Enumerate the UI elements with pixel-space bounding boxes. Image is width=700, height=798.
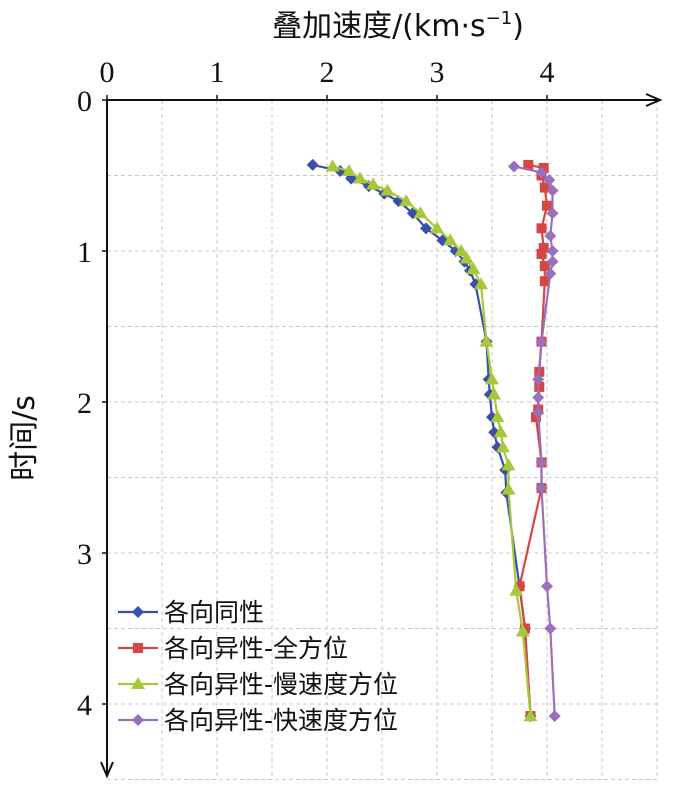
data-point — [325, 159, 340, 172]
legend-item: 各向同性 — [118, 598, 264, 627]
legend-item: 各向异性-全方位 — [118, 634, 348, 663]
data-point — [532, 391, 545, 404]
data-point — [532, 373, 545, 386]
data-point — [539, 182, 550, 193]
data-point — [380, 183, 395, 196]
series-2 — [514, 159, 552, 722]
y-tick-labels: 0 1 2 3 4 — [77, 85, 92, 722]
x-axis-arrow — [645, 93, 663, 107]
data-point — [399, 194, 414, 207]
legend-item: 各向异性-快速度方位 — [118, 706, 398, 735]
data-point — [532, 406, 545, 419]
data-point — [459, 251, 474, 264]
data-point — [523, 159, 534, 170]
data-point — [508, 160, 520, 173]
data-point — [538, 242, 549, 253]
data-point — [487, 387, 502, 400]
data-point — [546, 255, 559, 268]
data-point — [546, 184, 559, 197]
data-point — [548, 710, 561, 723]
x-tick-label: 0 — [100, 56, 115, 89]
legend-marker — [133, 643, 143, 653]
y-axis-title: 时间/s — [7, 395, 42, 481]
y-tick-label: 2 — [77, 387, 92, 420]
data-point — [536, 249, 547, 260]
series-3 — [325, 159, 538, 722]
x-tick-labels: 0 1 2 3 4 — [100, 56, 555, 89]
y-axis-arrow — [100, 761, 114, 779]
data-point — [546, 207, 559, 220]
y-tick-label: 4 — [77, 689, 92, 722]
legend-label: 各向同性 — [164, 598, 264, 627]
data-point — [366, 177, 381, 190]
legend-label: 各向异性-全方位 — [164, 634, 348, 663]
data-point — [420, 222, 432, 235]
data-point — [493, 425, 508, 438]
series-4 — [508, 160, 561, 723]
data-point — [509, 583, 524, 596]
series-line — [332, 165, 532, 717]
x-axis-title: 叠加速度/(km·s−1) — [272, 8, 524, 44]
data-point — [496, 440, 510, 453]
data-point — [485, 372, 499, 385]
data-point — [430, 221, 444, 234]
series-layer — [306, 158, 561, 723]
data-point — [543, 174, 556, 187]
data-point — [536, 223, 547, 234]
x-tick-label: 2 — [320, 56, 335, 89]
data-point — [535, 482, 548, 495]
legend-marker — [131, 677, 145, 689]
data-point — [501, 482, 516, 495]
grid — [107, 100, 658, 780]
data-point — [306, 158, 319, 171]
data-point — [535, 166, 548, 179]
data-point — [454, 244, 469, 256]
y-tick-label: 1 — [77, 236, 92, 269]
legend-item: 各向异性-慢速度方位 — [118, 670, 398, 699]
y-tick-label: 0 — [77, 85, 92, 118]
data-point — [474, 277, 488, 290]
data-point — [535, 335, 548, 348]
axes — [100, 93, 663, 779]
data-point — [539, 261, 550, 272]
y-tick-label: 3 — [77, 538, 92, 571]
legend-label: 各向异性-快速度方位 — [164, 706, 398, 735]
data-point — [443, 233, 458, 246]
data-point — [546, 245, 559, 257]
data-point — [539, 276, 550, 287]
legend-marker — [132, 606, 144, 618]
data-point — [342, 163, 356, 176]
x-tick-label: 3 — [430, 56, 445, 89]
data-point — [353, 171, 367, 184]
data-point — [544, 267, 557, 280]
data-point — [542, 200, 552, 211]
data-point — [538, 162, 549, 173]
data-point — [413, 206, 428, 219]
data-point — [490, 410, 505, 423]
data-point — [515, 624, 530, 637]
data-point — [541, 580, 553, 593]
data-point — [531, 412, 541, 423]
data-point — [466, 262, 481, 275]
data-point — [544, 622, 557, 635]
x-tick-label: 4 — [540, 56, 555, 89]
data-point — [514, 581, 525, 592]
data-point — [535, 456, 548, 469]
data-point — [479, 334, 494, 347]
data-point — [501, 458, 516, 471]
x-tick-label: 1 — [210, 56, 225, 89]
data-point — [523, 709, 538, 722]
legend-marker — [132, 714, 144, 726]
legend-label: 各向异性-慢速度方位 — [164, 670, 398, 699]
data-point — [544, 229, 557, 242]
